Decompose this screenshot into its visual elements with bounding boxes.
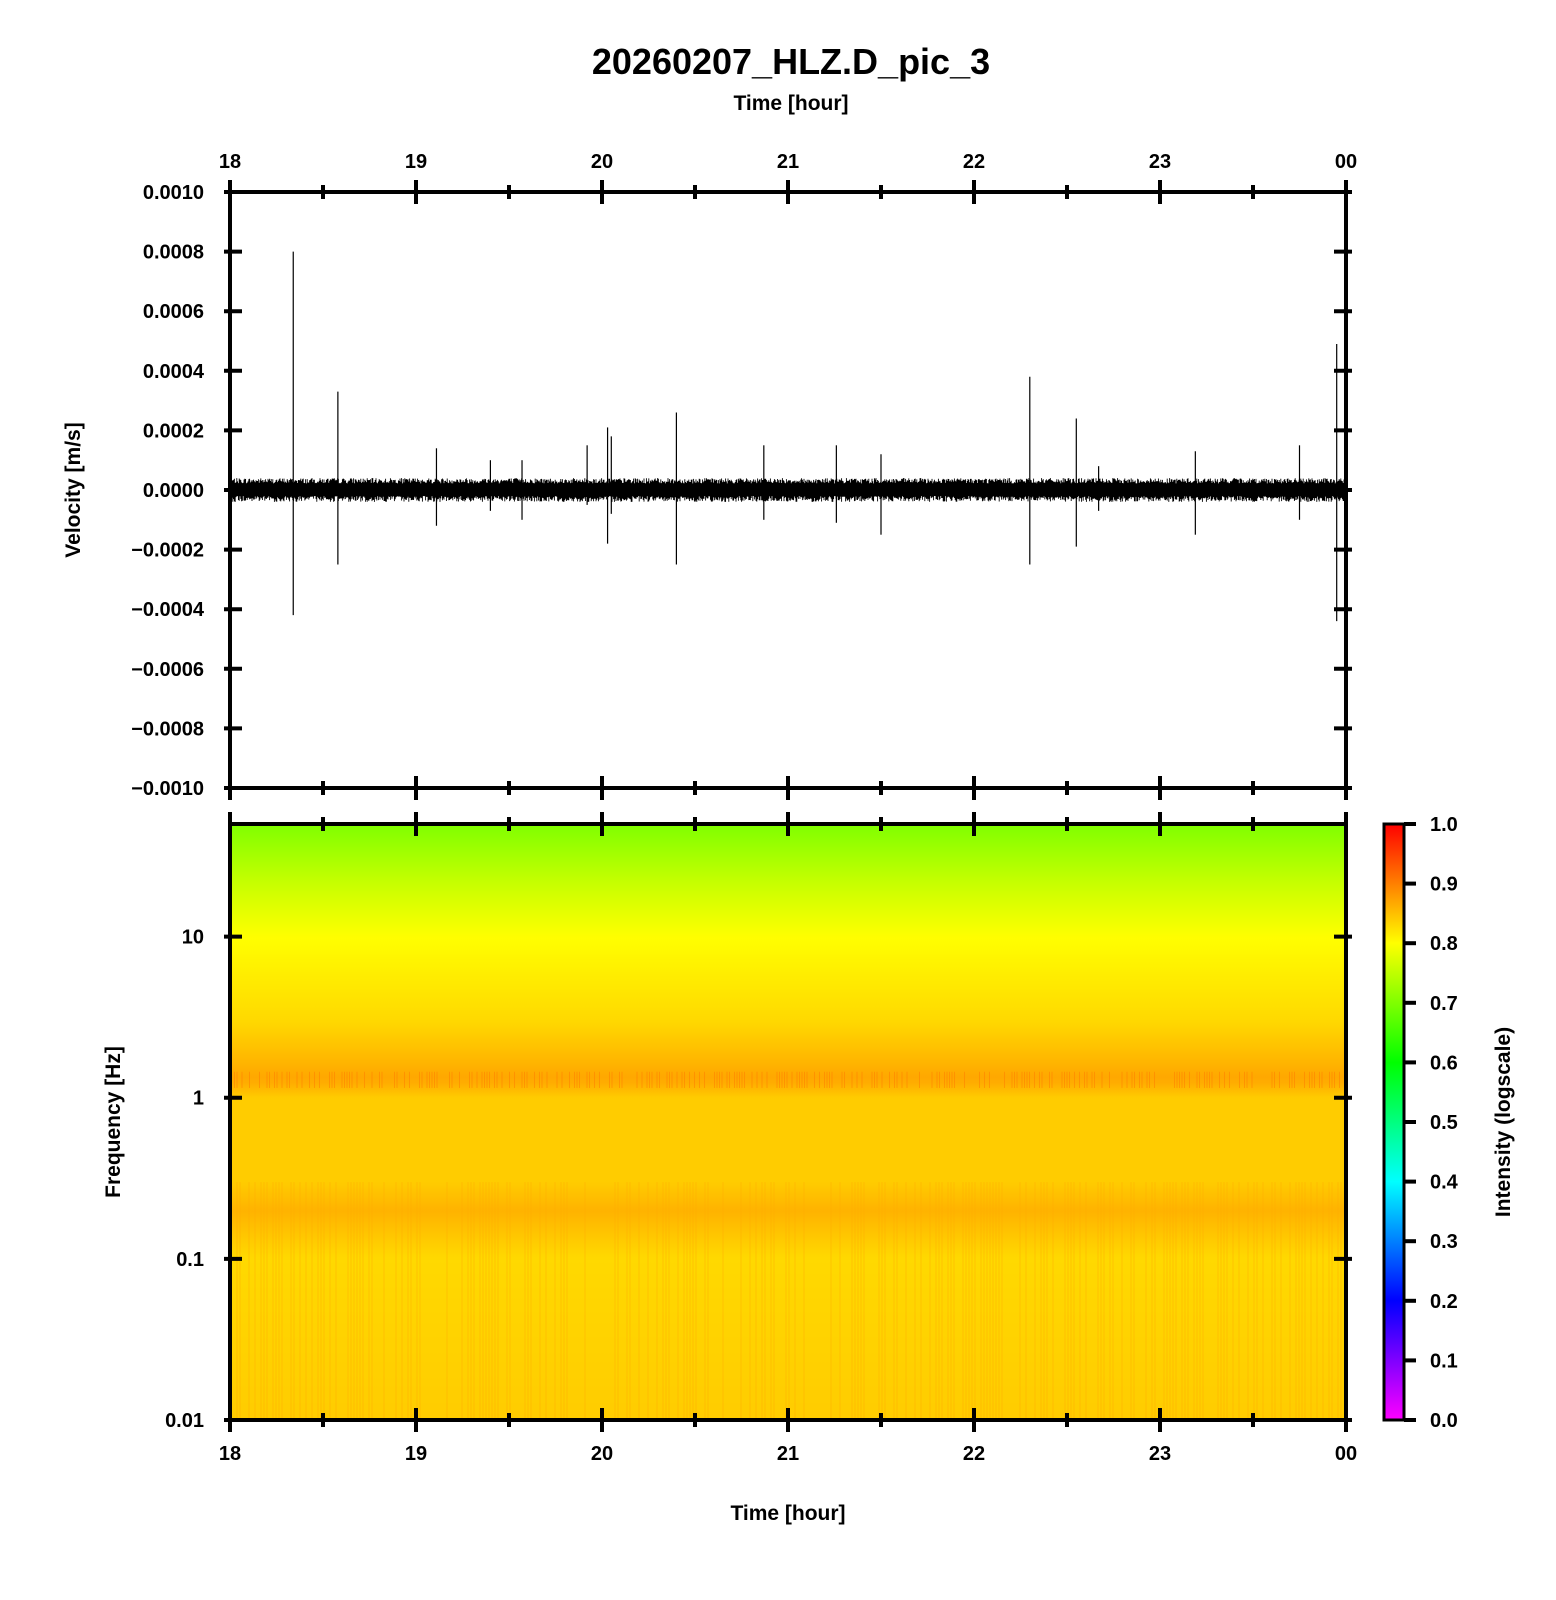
velocity-y-tick-label: −0.0002 bbox=[131, 540, 204, 562]
colorbar: 1.0 0.9 0.8 0.7 0.6 0.5 0.4 0.3 0.2 0.1 0.0 Intens… bbox=[1382, 814, 1515, 1432]
velocity-y-tick-label: 0.0000 bbox=[143, 480, 204, 502]
colorbar-tick-label: 1.0 bbox=[1430, 814, 1458, 836]
velocity-y-tick-label: −0.0010 bbox=[131, 778, 204, 800]
velocity-y-tick-label: 0.0004 bbox=[143, 361, 205, 383]
velocity-waveform bbox=[231, 251, 1345, 622]
velocity-panel: 0.0010 0.0008 0.0006 0.0004 0.0002 0.0000 −0.0… bbox=[62, 151, 1357, 800]
velocity-y-tick-label: 0.0008 bbox=[143, 242, 204, 264]
x-tick-label: 22 bbox=[963, 1443, 985, 1465]
velocity-y-tick-label: −0.0004 bbox=[131, 599, 205, 621]
x-tick-label: 21 bbox=[777, 151, 799, 173]
x-tick-label: 19 bbox=[405, 1443, 427, 1465]
x-tick-label: 00 bbox=[1335, 151, 1357, 173]
x-tick-label: 20 bbox=[591, 151, 613, 173]
frequency-y-tick-label: 0.1 bbox=[176, 1249, 204, 1271]
velocity-y-tick-label: −0.0008 bbox=[131, 718, 204, 740]
colorbar-label: Intensity (logscale) bbox=[1492, 1027, 1515, 1217]
x-tick-label: 19 bbox=[405, 151, 427, 173]
x-tick-label: 18 bbox=[219, 151, 241, 173]
colorbar-tick-label: 0.8 bbox=[1430, 933, 1458, 955]
top-x-ticks: 18 19 20 21 22 23 00 bbox=[219, 151, 1357, 800]
colorbar-tick-label: 0.5 bbox=[1430, 1112, 1458, 1134]
colorbar-ticks: 1.0 0.9 0.8 0.7 0.6 0.5 0.4 0.3 0.2 0.1 0.0 bbox=[1404, 814, 1459, 1432]
velocity-y-tick-label: 0.0010 bbox=[143, 182, 204, 204]
spectrogram-striations bbox=[236, 1182, 1342, 1419]
velocity-y-tick-label: 0.0002 bbox=[143, 420, 204, 442]
x-tick-label: 23 bbox=[1149, 1443, 1171, 1465]
frequency-y-axis-label: Frequency [Hz] bbox=[102, 1046, 125, 1198]
colorbar-tick-label: 0.0 bbox=[1430, 1410, 1458, 1432]
colorbar-tick-label: 0.9 bbox=[1430, 874, 1458, 896]
x-tick-label: 18 bbox=[219, 1443, 241, 1465]
colorbar-tick-label: 0.6 bbox=[1430, 1052, 1458, 1074]
spectrogram-1hz-band bbox=[234, 1071, 1340, 1088]
velocity-plot-frame bbox=[228, 190, 1348, 790]
x-tick-label: 22 bbox=[963, 151, 985, 173]
spectrogram-heatmap bbox=[230, 824, 1346, 1420]
chart-title: 20260207_HLZ.D_pic_3 bbox=[592, 41, 990, 82]
waveform-noise-trace bbox=[231, 478, 1345, 502]
top-x-axis-label: Time [hour] bbox=[733, 92, 848, 115]
frequency-y-tick-label: 1 bbox=[193, 1088, 204, 1110]
colorbar-tick-label: 0.3 bbox=[1430, 1231, 1458, 1253]
velocity-y-tick-label: −0.0006 bbox=[131, 659, 204, 681]
colorbar-tick-label: 0.2 bbox=[1430, 1291, 1458, 1313]
bottom-x-axis-label: Time [hour] bbox=[730, 1502, 845, 1525]
x-tick-label: 20 bbox=[591, 1443, 613, 1465]
frequency-y-tick-label: 10 bbox=[182, 927, 204, 949]
frequency-y-ticks: 10 1 0.1 0.01 bbox=[165, 927, 1352, 1432]
x-tick-label: 21 bbox=[777, 1443, 799, 1465]
spectrogram-plot-frame bbox=[228, 822, 1348, 1422]
velocity-y-ticks: 0.0010 0.0008 0.0006 0.0004 0.0002 0.0000 −0.0… bbox=[131, 182, 1352, 800]
colorbar-gradient bbox=[1382, 822, 1406, 1422]
colorbar-tick-label: 0.4 bbox=[1430, 1172, 1459, 1194]
x-tick-label: 23 bbox=[1149, 151, 1171, 173]
velocity-y-axis-label: Velocity [m/s] bbox=[62, 422, 85, 557]
frequency-y-tick-label: 0.01 bbox=[165, 1410, 204, 1432]
spectrogram-background bbox=[230, 824, 1346, 1420]
colorbar-tick-label: 0.1 bbox=[1430, 1350, 1458, 1372]
spectrogram-panel: 10 1 0.1 0.01 18 19 20 21 22 23 00 Frequency [Hz]… bbox=[102, 812, 1357, 1525]
colorbar-tick-label: 0.7 bbox=[1430, 993, 1458, 1015]
velocity-y-tick-label: 0.0006 bbox=[143, 301, 204, 323]
x-tick-label: 00 bbox=[1335, 1443, 1357, 1465]
